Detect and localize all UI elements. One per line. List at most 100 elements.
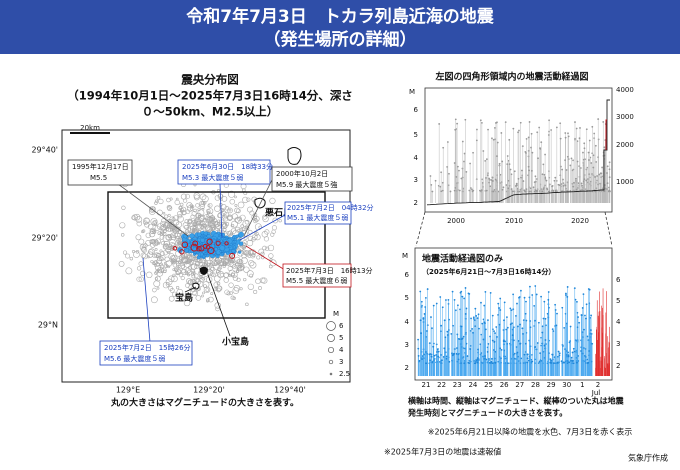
event-dot — [601, 166, 604, 169]
epicenter — [119, 222, 126, 229]
epicenter — [141, 230, 145, 234]
event-dot — [509, 307, 512, 310]
epicenter — [140, 252, 147, 259]
epicenter — [176, 262, 182, 268]
epicenter — [180, 295, 186, 301]
event-dot — [508, 138, 511, 141]
annotation-text: M5.6 最大震度５弱 — [104, 354, 165, 363]
event-dot — [534, 319, 536, 322]
event-dot — [491, 137, 493, 140]
event-dot — [463, 160, 465, 163]
event-dot — [503, 301, 506, 304]
epicenter — [214, 260, 219, 266]
epicenter — [201, 294, 204, 298]
epicenter — [195, 295, 202, 301]
event-dot — [445, 299, 447, 301]
event-dot — [564, 132, 567, 134]
epicenter — [195, 212, 201, 219]
event-dot — [429, 359, 432, 362]
epicenter-recent — [205, 252, 208, 255]
epicenter — [211, 217, 216, 221]
event-dot — [485, 358, 488, 361]
event-dot — [474, 325, 477, 328]
event-dot — [476, 361, 479, 364]
event-dot — [437, 350, 440, 353]
event-dot — [567, 135, 570, 138]
event-dot — [499, 309, 502, 311]
epicenter — [145, 232, 151, 239]
event-dot — [497, 302, 500, 305]
epicenter — [151, 220, 157, 226]
epicenter — [204, 261, 209, 266]
event-dot — [440, 324, 443, 327]
event-dot — [543, 173, 546, 176]
event-dot — [502, 319, 505, 322]
event-dot — [463, 297, 466, 300]
map-region — [107, 191, 326, 319]
event-dot — [546, 188, 549, 191]
event-dot — [597, 118, 600, 120]
event-dot — [492, 190, 495, 193]
island — [199, 266, 208, 275]
event-dot — [544, 317, 547, 320]
event-dot — [502, 186, 505, 189]
epicenter — [176, 210, 183, 217]
epicenter — [268, 264, 273, 269]
event-dot — [458, 189, 461, 192]
event-dot — [550, 362, 553, 364]
epicenter-recent — [232, 245, 236, 249]
event-dot — [487, 319, 489, 321]
epicenter — [171, 275, 178, 283]
epicenter — [235, 217, 242, 224]
event-dot — [593, 132, 596, 135]
annotation-box — [99, 340, 193, 366]
epicenter — [217, 219, 221, 224]
event-dot — [536, 342, 539, 344]
event-dot — [482, 338, 485, 341]
epicenter — [176, 215, 184, 223]
epicenter — [243, 277, 247, 282]
event-dot — [565, 292, 567, 295]
event-dot — [491, 362, 494, 365]
event-dot — [538, 360, 541, 363]
event-dot — [520, 176, 522, 179]
event-dot — [584, 314, 586, 317]
event-dot — [456, 347, 458, 349]
annotation: 2025年7月2日 04時32分 M5.1 最大震度５弱 — [239, 201, 374, 241]
epicenter — [150, 260, 154, 264]
annotation-text: M5.3 最大震度５弱 — [182, 173, 243, 182]
event-dot — [608, 168, 611, 171]
cumulative-line — [426, 99, 610, 206]
event-dot — [517, 131, 519, 134]
epicenter — [241, 227, 246, 232]
epicenter-recent — [196, 251, 199, 254]
event-dot — [572, 347, 575, 350]
epicenter — [154, 199, 159, 203]
epicenter-recent — [217, 236, 221, 240]
epicenter — [205, 225, 212, 232]
event-dot — [527, 359, 530, 362]
event-dot — [512, 353, 515, 356]
event-dot — [493, 127, 496, 129]
event-dot — [504, 121, 507, 124]
event-dot — [485, 158, 488, 161]
event-dot — [430, 183, 433, 186]
epicenter — [133, 251, 140, 258]
epicenter-today — [207, 246, 215, 255]
epicenter — [193, 208, 197, 213]
epicenter — [267, 244, 275, 252]
epicenter-today — [190, 243, 199, 252]
event-dot — [425, 362, 427, 365]
epicenter — [136, 266, 142, 271]
epicenter-recent — [212, 238, 215, 241]
event-dot — [472, 331, 474, 334]
event-dot — [555, 126, 558, 129]
event-dot — [594, 144, 597, 147]
event-dot — [456, 304, 459, 307]
epicenter — [248, 260, 255, 267]
epicenter — [138, 276, 144, 282]
epicenter — [207, 208, 214, 215]
event-dot — [603, 190, 606, 193]
leader-line — [142, 257, 151, 343]
epicenter — [189, 254, 196, 261]
